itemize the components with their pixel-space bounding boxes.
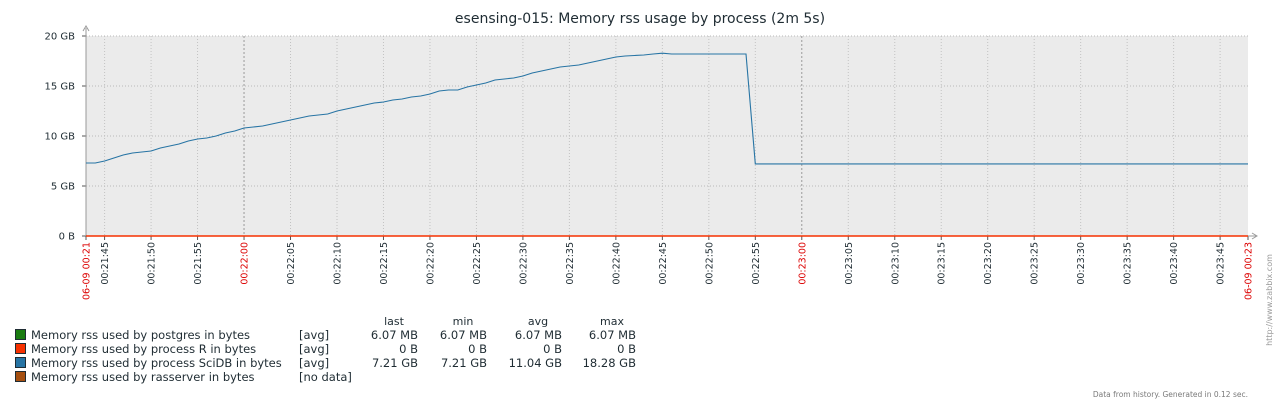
legend-value-avg: 0 B: [543, 342, 562, 356]
legend-swatch: [15, 329, 26, 340]
legend-header-avg: avg: [528, 315, 548, 328]
legend-value-max: 18.28 GB: [583, 356, 636, 370]
plot-area: [86, 36, 1248, 236]
x-tick-label: 00:23:45: [1216, 242, 1227, 285]
series-line-2: [86, 52, 1248, 165]
x-tick-label: 00:22:55: [751, 242, 762, 285]
legend-value-avg: 6.07 MB: [515, 328, 562, 342]
legend-function: [avg]: [299, 328, 329, 342]
y-tick-label: 20 GB: [44, 32, 75, 43]
legend-header-max: max: [600, 315, 624, 328]
x-tick-label: 00:21:55: [193, 242, 204, 285]
watermark-link[interactable]: http://www.zabbix.com: [1265, 254, 1274, 346]
legend-value-avg: 11.04 GB: [509, 356, 562, 370]
x-tick-label: 00:22:40: [611, 242, 622, 285]
x-tick-label: 00:23:20: [983, 242, 994, 285]
legend-swatch: [15, 357, 26, 368]
legend-value-last: 6.07 MB: [371, 328, 418, 342]
chart-title: esensing-015: Memory rss usage by proces…: [455, 11, 825, 27]
y-tick-label: 15 GB: [44, 82, 75, 93]
legend-value-last: 7.21 GB: [372, 356, 418, 370]
x-tick-label: 06-09 00:21: [82, 242, 93, 300]
x-tick-label: 06-09 00:23: [1244, 242, 1255, 300]
x-tick-label: 00:23:10: [890, 242, 901, 285]
x-tick-label: 00:22:45: [658, 242, 669, 285]
legend-value-last: 0 B: [399, 342, 418, 356]
legend-value-min: 7.21 GB: [441, 356, 487, 370]
legend-value-min: 0 B: [468, 342, 487, 356]
x-tick-label: 00:21:50: [147, 242, 158, 285]
x-tick-label: 00:23:00: [797, 242, 808, 285]
x-tick-label: 00:22:20: [425, 242, 436, 285]
chart-footer: Data from history. Generated in 0.12 sec…: [1093, 390, 1248, 399]
x-tick-label: 00:22:30: [518, 242, 529, 285]
x-tick-label: 00:23:30: [1076, 242, 1087, 285]
x-tick-label: 00:22:05: [286, 242, 297, 285]
x-tick-label: 00:22:00: [240, 242, 251, 285]
legend-header-min: min: [453, 315, 474, 328]
x-axis-arrow: [1251, 232, 1258, 240]
legend-swatch: [15, 371, 26, 382]
x-tick-label: 00:22:15: [379, 242, 390, 285]
x-tick-label: 00:23:40: [1169, 242, 1180, 285]
legend-value-max: 6.07 MB: [589, 328, 636, 342]
x-tick-label: 00:23:05: [844, 242, 855, 285]
legend-function: [no data]: [299, 370, 352, 384]
y-tick-label: 10 GB: [44, 132, 75, 143]
legend-series-name: Memory rss used by postgres in bytes: [31, 328, 250, 342]
legend-series-name: Memory rss used by process SciDB in byte…: [31, 356, 282, 370]
legend-swatch: [15, 343, 26, 354]
x-tick-label: 00:22:25: [472, 242, 483, 285]
x-tick-label: 00:23:35: [1123, 242, 1134, 285]
legend-value-max: 0 B: [617, 342, 636, 356]
legend-series-name: Memory rss used by process R in bytes: [31, 342, 256, 356]
legend-function: [avg]: [299, 342, 329, 356]
x-tick-label: 00:22:50: [704, 242, 715, 285]
y-tick-label: 0 B: [59, 232, 76, 243]
legend-header-last: last: [384, 315, 405, 328]
x-tick-label: 00:23:15: [937, 242, 948, 285]
x-tick-label: 00:22:35: [565, 242, 576, 285]
x-tick-label: 00:23:25: [1030, 242, 1041, 285]
x-tick-label: 00:21:45: [100, 242, 111, 285]
x-tick-label: 00:22:10: [332, 242, 343, 285]
y-tick-label: 5 GB: [51, 182, 75, 193]
y-axis-arrow: [82, 25, 90, 32]
legend-value-min: 6.07 MB: [440, 328, 487, 342]
legend-function: [avg]: [299, 356, 329, 370]
legend-series-name: Memory rss used by rasserver in bytes: [31, 370, 255, 384]
